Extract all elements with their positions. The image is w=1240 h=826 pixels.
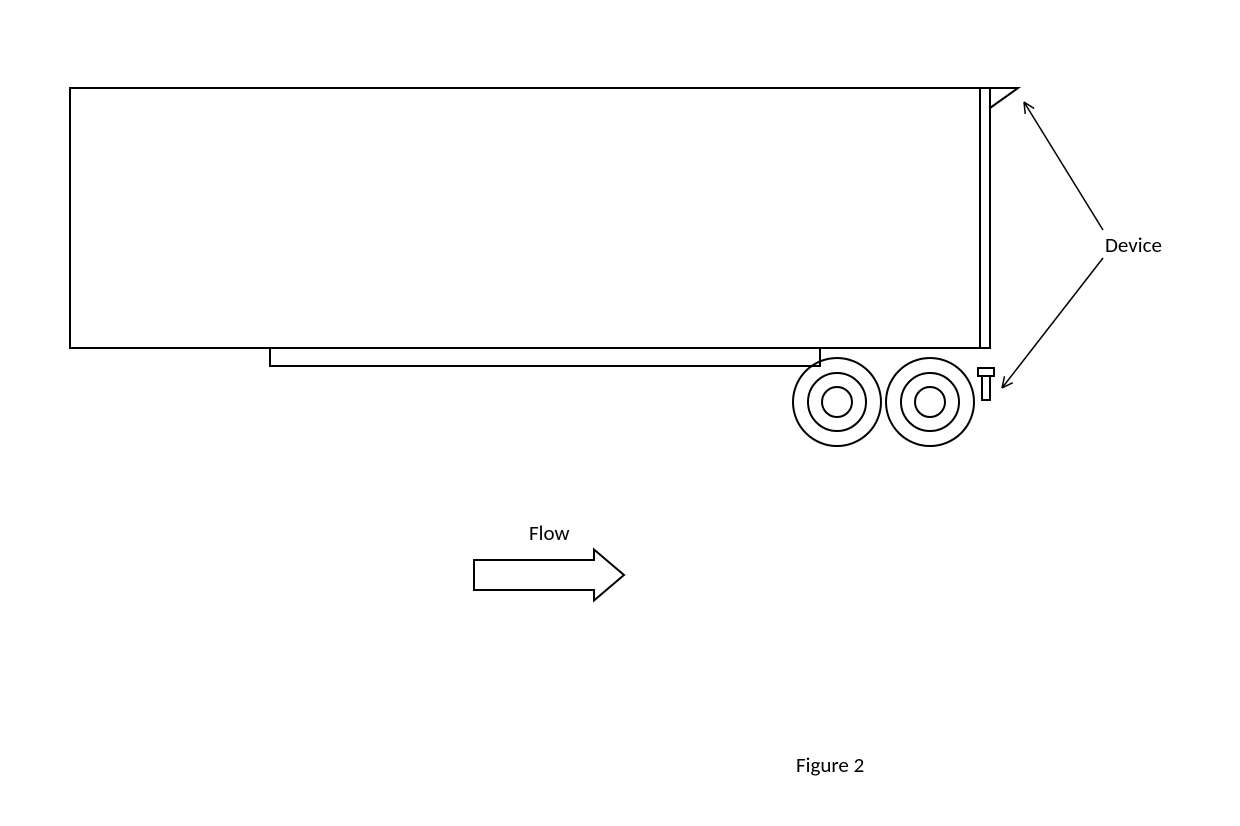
device-bottom-cap xyxy=(978,368,994,376)
wheel-2-ring-3 xyxy=(915,387,945,417)
flow-arrow-icon xyxy=(474,550,624,601)
wheel-1-ring-1 xyxy=(793,358,881,446)
wheel-1-ring-2 xyxy=(808,373,866,431)
device-label: Device xyxy=(1105,232,1162,258)
trailer-underframe xyxy=(270,348,820,366)
wheel-2-ring-2 xyxy=(901,373,959,431)
wheel-1-ring-3 xyxy=(822,387,852,417)
trailer-diagram xyxy=(0,0,1240,826)
leader-arrow-bottom xyxy=(1002,258,1103,388)
device-top-icon xyxy=(990,88,1018,108)
trailer-body xyxy=(70,88,980,348)
flow-label: Flow xyxy=(529,520,569,546)
device-bottom-stem xyxy=(982,376,990,400)
leader-arrow-top xyxy=(1024,102,1103,230)
figure-caption: Figure 2 xyxy=(796,752,864,778)
wheel-2-ring-1 xyxy=(886,358,974,446)
trailer-rear-panel xyxy=(980,88,990,348)
